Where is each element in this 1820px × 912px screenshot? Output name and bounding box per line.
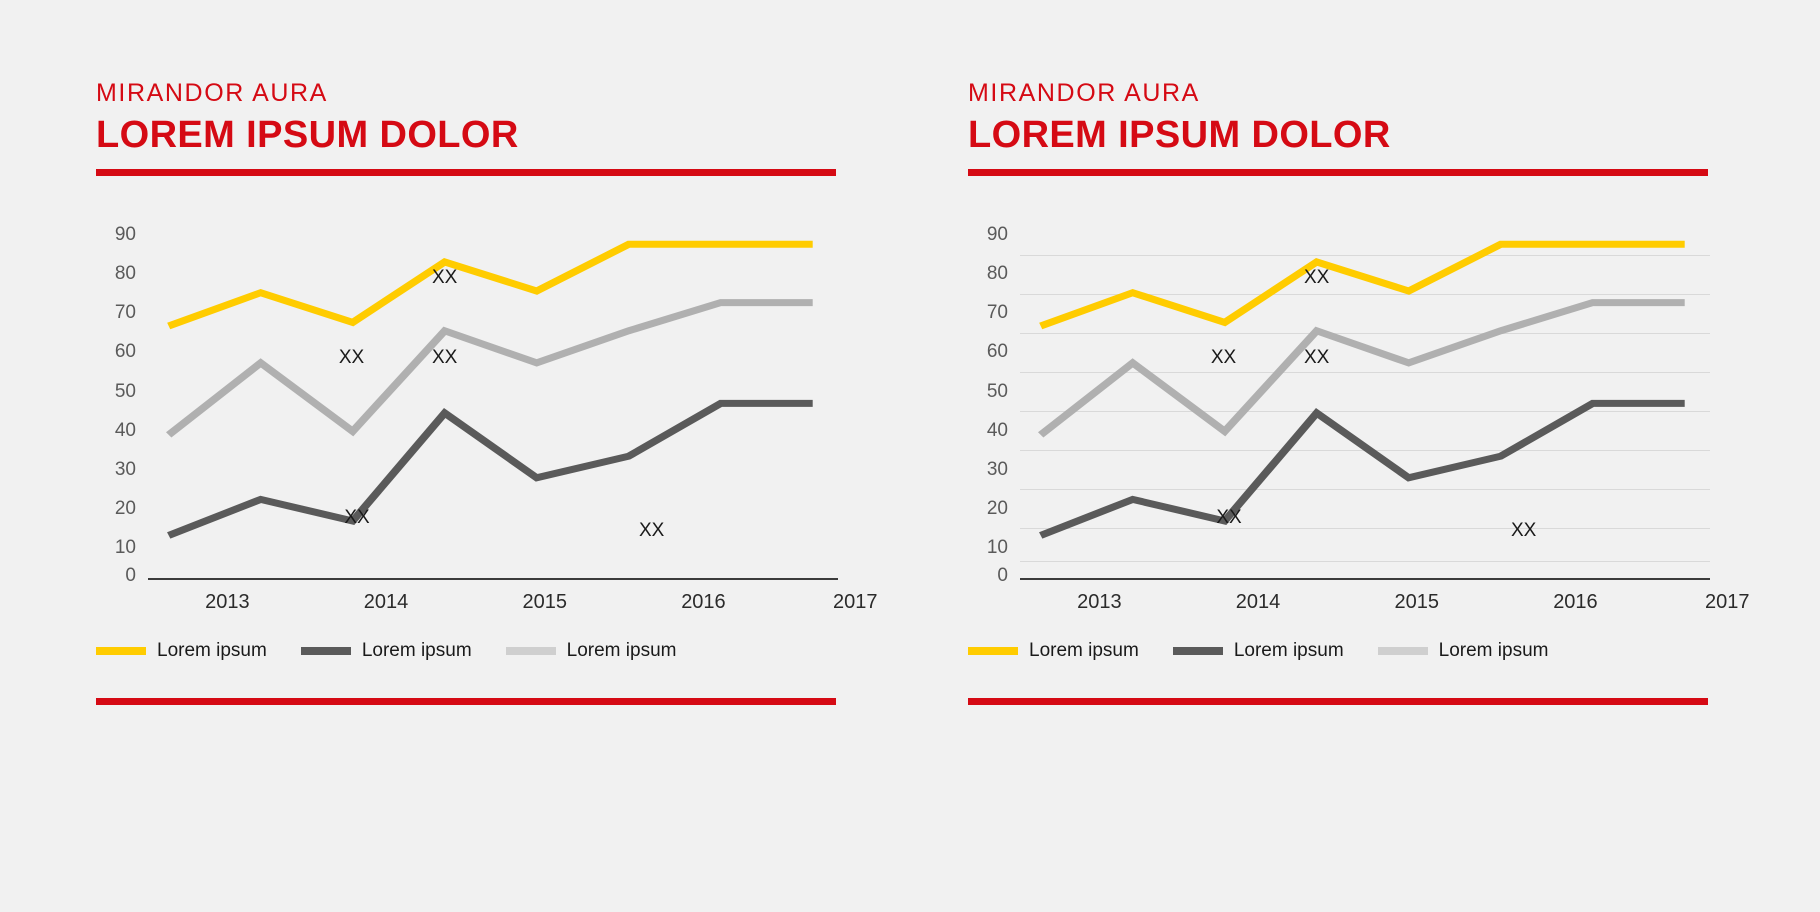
- y-axis-labels: 90 80 70 60 50 40 30 20 10 0: [96, 206, 136, 585]
- annotation-xx-dark-a: XX: [344, 507, 370, 529]
- x-axis-line: [1020, 577, 1710, 580]
- y-tick-20: 20: [114, 497, 136, 519]
- x-tick-2015: 2015: [1394, 590, 1440, 613]
- legend-label-3: Lorem ipsum: [566, 640, 677, 661]
- y-tick-0: 0: [997, 564, 1008, 586]
- series-line-yellow: [167, 240, 813, 329]
- x-tick-2013: 2013: [1077, 590, 1122, 613]
- legend-item-1[interactable]: Lorem ipsum: [96, 640, 267, 662]
- legend-label-3: Lorem ipsum: [1438, 640, 1549, 661]
- series-line-light-gray: [1038, 298, 1685, 438]
- legend-label-1: Lorem ipsum: [157, 640, 267, 661]
- x-tick-2015: 2015: [522, 590, 568, 613]
- panel-eyebrow: MIRANDOR AURA: [968, 79, 1200, 107]
- y-tick-20: 20: [986, 497, 1008, 519]
- header-rule: [968, 168, 1708, 176]
- x-axis-labels: 2013 2014 2015 2016 2017: [1020, 590, 1749, 625]
- legend-item-1[interactable]: Lorem ipsum: [968, 640, 1139, 662]
- annotation-xx-dark-a: XX: [1216, 507, 1242, 529]
- x-tick-2016: 2016: [1553, 590, 1598, 613]
- legend-swatch-light-gray-icon: [1377, 647, 1428, 655]
- x-tick-2017: 2017: [833, 590, 878, 613]
- y-tick-10: 10: [986, 536, 1008, 558]
- line-chart-right: 90 80 70 60 50 40 30 20 10 0: [968, 206, 1750, 612]
- legend-item-2[interactable]: Lorem ipsum: [300, 640, 472, 662]
- series-lines: [166, 240, 813, 539]
- annotation-xx-light-b: XX: [432, 347, 458, 369]
- footer-rule: [96, 698, 836, 705]
- footer-rule: [968, 698, 1708, 705]
- annotation-xx-light-b: XX: [1304, 347, 1330, 369]
- panel-headline: LOREM IPSUM DOLOR: [96, 114, 519, 156]
- series-line-dark-gray: [1039, 399, 1685, 539]
- panel-eyebrow: MIRANDOR AURA: [96, 79, 328, 107]
- annotation-xx-light-a: XX: [338, 347, 365, 369]
- x-tick-2014: 2014: [1235, 590, 1281, 613]
- x-tick-2013: 2013: [205, 590, 250, 613]
- y-tick-70: 70: [114, 302, 136, 324]
- legend-label-2: Lorem ipsum: [361, 640, 472, 661]
- y-tick-30: 30: [986, 458, 1008, 480]
- legend-label-2: Lorem ipsum: [1233, 640, 1344, 661]
- x-axis-labels: 2013 2014 2015 2016 2017: [148, 590, 877, 625]
- legend-swatch-yellow-icon: [96, 647, 146, 655]
- y-tick-10: 10: [114, 536, 136, 558]
- y-tick-60: 60: [986, 341, 1008, 363]
- y-tick-90: 90: [986, 224, 1008, 246]
- line-chart-left: 90 80 70 60 50 40 30 20 10 0 XX XX XX: [96, 206, 878, 612]
- x-tick-2014: 2014: [363, 590, 409, 613]
- legend-item-3[interactable]: Lorem ipsum: [505, 640, 677, 662]
- plot-area: XX XX XX XX XX: [148, 206, 838, 578]
- chart-legend: Lorem ipsum Lorem ipsum Lorem ipsum: [96, 640, 676, 662]
- y-tick-40: 40: [986, 419, 1008, 441]
- chart-panel-right: MIRANDOR AURA LOREM IPSUM DOLOR 90 80 70…: [968, 78, 1750, 718]
- y-tick-50: 50: [114, 380, 136, 402]
- legend-swatch-dark-gray-icon: [300, 647, 351, 655]
- y-tick-50: 50: [986, 380, 1008, 402]
- annotation-xx-dark-b: XX: [639, 520, 665, 542]
- y-tick-90: 90: [114, 224, 136, 246]
- panel-headline: LOREM IPSUM DOLOR: [968, 114, 1391, 156]
- x-tick-2016: 2016: [681, 590, 726, 613]
- series-lines: [1038, 240, 1685, 539]
- y-tick-60: 60: [114, 341, 136, 363]
- chart-legend: Lorem ipsum Lorem ipsum Lorem ipsum: [968, 640, 1548, 662]
- y-tick-70: 70: [986, 302, 1008, 324]
- y-tick-0: 0: [125, 564, 136, 586]
- header-rule: [96, 168, 836, 176]
- chart-panel-left: MIRANDOR AURA LOREM IPSUM DOLOR 90 80 70…: [96, 78, 878, 718]
- annotation-xx-yellow: XX: [432, 267, 458, 289]
- legend-item-3[interactable]: Lorem ipsum: [1377, 640, 1549, 662]
- series-line-light-gray: [166, 298, 813, 438]
- legend-swatch-light-gray-icon: [505, 647, 556, 655]
- y-tick-30: 30: [114, 458, 136, 480]
- y-tick-40: 40: [114, 419, 136, 441]
- plot-area: XX XX XX XX XX: [1020, 206, 1710, 578]
- legend-label-1: Lorem ipsum: [1029, 640, 1139, 661]
- x-axis-line: [148, 577, 838, 580]
- annotation-xx-light-a: XX: [1210, 347, 1237, 369]
- series-line-dark-gray: [167, 399, 813, 539]
- legend-swatch-yellow-icon: [968, 647, 1018, 655]
- annotation-xx-dark-b: XX: [1511, 520, 1537, 542]
- y-tick-80: 80: [114, 263, 136, 285]
- annotation-xx-yellow: XX: [1304, 267, 1330, 289]
- x-tick-2017: 2017: [1705, 590, 1750, 613]
- legend-swatch-dark-gray-icon: [1172, 647, 1223, 655]
- series-line-yellow: [1039, 240, 1685, 329]
- y-tick-80: 80: [986, 263, 1008, 285]
- y-axis-labels: 90 80 70 60 50 40 30 20 10 0: [968, 206, 1008, 585]
- legend-item-2[interactable]: Lorem ipsum: [1172, 640, 1344, 662]
